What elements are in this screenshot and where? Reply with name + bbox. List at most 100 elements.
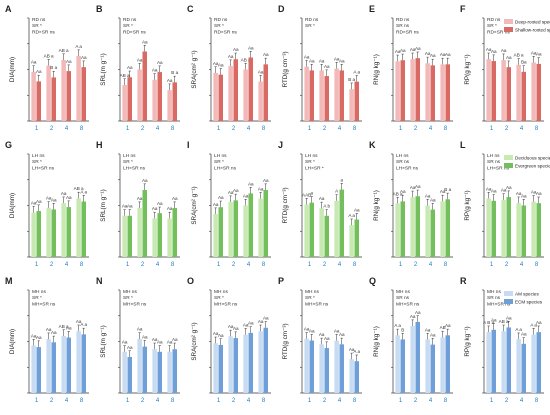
panel-letter: B xyxy=(96,4,103,14)
x-tick-label: 4 xyxy=(338,126,342,132)
significance-letter: A a xyxy=(394,323,401,328)
panel-letter: D xyxy=(278,4,285,14)
panel-letter: M xyxy=(5,276,13,286)
significance-letter: Aa xyxy=(218,62,224,67)
significance-letter: Aa xyxy=(486,47,492,52)
x-tick-label: 1 xyxy=(35,262,39,268)
significance-letter: Aa xyxy=(415,46,421,51)
significance-letter: Aa xyxy=(440,52,446,57)
significance-letter: Aa xyxy=(127,345,133,350)
stat-label: SR ns xyxy=(487,159,501,165)
stat-label: SR * xyxy=(305,23,315,29)
bar xyxy=(233,200,238,257)
significance-letter: Aa xyxy=(415,310,421,315)
significance-letter: A a xyxy=(348,213,355,218)
x-tick-label: 4 xyxy=(429,398,433,404)
significance-letter: Aa xyxy=(51,330,57,335)
y-axis-label: DIA(mm) xyxy=(9,57,16,82)
legend-label: Deciduous species xyxy=(515,156,550,161)
bar xyxy=(501,331,506,393)
bar xyxy=(248,332,253,393)
bar xyxy=(51,209,56,257)
panel-letter: G xyxy=(5,140,12,150)
stat-label: MH×SR ns xyxy=(487,301,511,307)
bar xyxy=(516,203,521,257)
legend-swatch xyxy=(504,27,513,32)
panel-letter: L xyxy=(460,140,466,150)
x-tick-label: 2 xyxy=(414,398,418,404)
panel-letter: F xyxy=(460,4,466,14)
stat-label: LH ns xyxy=(396,153,409,159)
bar xyxy=(258,81,263,121)
panel-letter: Q xyxy=(369,276,376,286)
significance-letter: Aa xyxy=(233,188,239,193)
bar xyxy=(400,201,405,257)
significance-letter: Aa xyxy=(309,58,315,63)
stat-label: MH ns xyxy=(487,289,501,295)
bar xyxy=(61,335,66,393)
x-tick-label: 8 xyxy=(262,262,266,268)
significance-letter: Aa xyxy=(167,340,173,345)
y-axis-label: RP(g kg⁻¹) xyxy=(464,190,471,220)
y-axis-label: SRL(m g⁻¹) xyxy=(100,189,107,221)
bar xyxy=(218,74,223,121)
significance-letter: Aa xyxy=(410,185,416,190)
significance-letter: AB xyxy=(440,325,446,330)
stat-label: LH ns xyxy=(214,153,227,159)
bar xyxy=(142,51,147,121)
bar xyxy=(172,349,177,393)
x-tick-label: 1 xyxy=(126,126,130,132)
x-tick-label: 4 xyxy=(429,126,433,132)
significance-letter: Aa xyxy=(536,320,542,325)
panel-letter: P xyxy=(278,276,284,286)
significance-letter: Aa xyxy=(334,328,340,333)
x-tick-label: 4 xyxy=(156,126,160,132)
bar xyxy=(354,81,359,121)
significance-letter: Aa xyxy=(536,52,542,57)
bar xyxy=(81,201,86,257)
x-tick-label: 2 xyxy=(50,262,54,268)
significance-letter: Ba xyxy=(521,60,527,65)
y-axis-label: DIA(mm) xyxy=(9,329,16,354)
bar xyxy=(263,64,268,121)
bar xyxy=(137,338,142,393)
significance-letter: Aa xyxy=(425,327,431,332)
x-tick-label: 1 xyxy=(490,398,494,404)
bar xyxy=(501,60,506,121)
bar xyxy=(142,346,147,393)
bar xyxy=(248,193,253,257)
bar xyxy=(491,329,496,393)
significance-letter: Aa xyxy=(76,319,82,324)
bar xyxy=(243,69,248,121)
legend-swatch xyxy=(504,163,513,168)
bar xyxy=(76,331,81,393)
stat-label: MH ns xyxy=(123,289,137,295)
significance-letter: Aa xyxy=(66,59,72,64)
bar xyxy=(349,359,354,393)
x-tick-label: 2 xyxy=(414,126,418,132)
x-tick-label: 8 xyxy=(171,262,175,268)
legend-label: Evergreen species xyxy=(515,164,550,169)
x-tick-label: 4 xyxy=(247,262,251,268)
bar xyxy=(81,334,86,393)
bar xyxy=(51,77,56,121)
bar xyxy=(213,214,218,257)
bar xyxy=(491,61,496,121)
bar xyxy=(536,332,541,393)
bar xyxy=(66,337,71,393)
y-axis-label: RP(g kg⁻¹) xyxy=(464,54,471,84)
significance-letter: Aa xyxy=(46,327,52,332)
bar xyxy=(213,343,218,393)
significance-letter: Aa xyxy=(31,200,37,205)
y-axis-label: SRA(cm² g⁻¹) xyxy=(191,322,198,360)
significance-letter: Aa xyxy=(248,45,254,50)
bar xyxy=(425,63,430,121)
x-tick-label: 1 xyxy=(399,262,403,268)
significance-letter: A a xyxy=(353,69,360,74)
bar xyxy=(167,218,172,257)
bar xyxy=(395,335,400,393)
